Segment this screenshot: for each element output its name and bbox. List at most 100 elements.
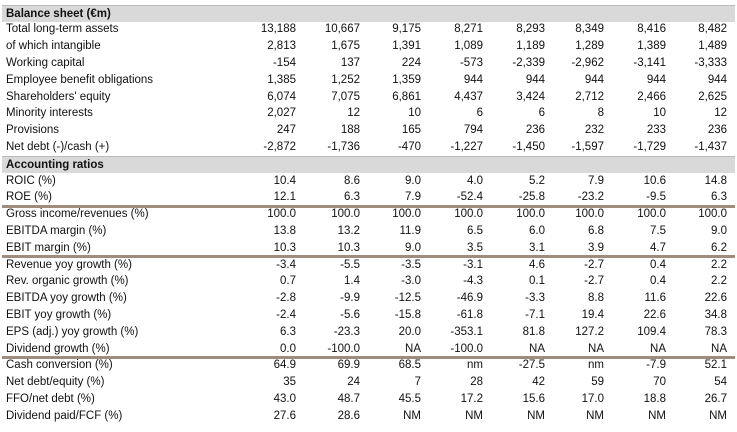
cell-value: NA [588, 342, 604, 355]
cell-value: 1,252 [331, 73, 360, 86]
table-row: Cash conversion (%) 64.9 69.9 68.5 nm -27.5 nm… [2, 357, 735, 374]
cell-value: 2,625 [698, 90, 727, 103]
cell-value: 165 [401, 124, 421, 137]
cell-value: -52.4 [456, 191, 483, 204]
cell-value: -1,736 [327, 140, 360, 153]
cell-value: -3.3 [525, 292, 545, 305]
cell-value: 944 [646, 73, 666, 86]
cell-value: 236 [525, 124, 545, 137]
cell-value: 68.5 [398, 359, 421, 372]
cell-value: 794 [463, 124, 483, 137]
cell-value: 11.6 [644, 292, 666, 305]
cell-value: -100.0 [327, 342, 360, 355]
cell-value: -2.7 [584, 275, 604, 288]
cell-value: 100.0 [331, 208, 360, 221]
cell-value: 59 [591, 376, 604, 389]
cell-value: 20.0 [398, 325, 421, 338]
cell-value: -12.5 [394, 292, 421, 305]
cell-value: 9,175 [392, 23, 421, 36]
cell-value: 12 [347, 107, 360, 120]
cell-value: NA [711, 342, 727, 355]
cell-value: 6.0 [529, 224, 545, 237]
table-row: EBITDA yoy growth (%) -2.8 -9.9 -12.5 -46.9 -… [2, 290, 735, 307]
cell-value: -7.1 [525, 308, 545, 321]
cell-value: nm [467, 359, 483, 372]
cell-value: 1,289 [575, 40, 604, 53]
cell-value: 8,349 [575, 23, 604, 36]
cell-value: NM [709, 409, 727, 422]
cell-value: 52.1 [704, 359, 727, 372]
cell-value: 6.3 [344, 191, 360, 204]
cell-value: 4.0 [467, 174, 483, 187]
row-label: Net debt/equity (%) [6, 376, 105, 389]
cell-value: 8,293 [516, 23, 545, 36]
cell-value: 6 [476, 107, 483, 120]
cell-value: 12 [714, 107, 727, 120]
row-label: EBIT margin (%) [6, 241, 91, 254]
cell-value: 1,489 [698, 40, 727, 53]
group-separator [2, 255, 735, 258]
row-label: Rev. organic growth (%) [6, 275, 129, 288]
cell-value: -3.5 [401, 258, 421, 271]
cell-value: -5.6 [340, 308, 360, 321]
cell-value: 232 [584, 124, 604, 137]
cell-value: 100.0 [454, 208, 483, 221]
cell-value: 247 [276, 124, 296, 137]
cell-value: nm [588, 359, 604, 372]
cell-value: -7.9 [646, 359, 666, 372]
section-header: Accounting ratios [2, 155, 735, 173]
cell-value: 233 [646, 124, 666, 137]
cell-value: 0.0 [280, 342, 296, 355]
cell-value: -2.8 [276, 292, 296, 305]
cell-value: 8,482 [698, 23, 727, 36]
cell-value: -3,141 [633, 56, 666, 69]
cell-value: 54 [714, 376, 727, 389]
table-row: FFO/net debt (%) 43.0 48.7 45.5 17.2 15.6 17.0… [2, 391, 735, 408]
cell-value: -5.5 [340, 258, 360, 271]
cell-value: 9.0 [405, 174, 421, 187]
table-row: EBIT margin (%) 10.3 10.3 9.0 3.5 3.1 3.9 4.7 6.… [2, 240, 735, 257]
cell-value: 10.3 [273, 241, 296, 254]
cell-value: NA [650, 342, 666, 355]
cell-value: 109.4 [637, 325, 666, 338]
cell-value: 3.5 [467, 241, 483, 254]
row-label: FFO/net debt (%) [6, 392, 95, 405]
cell-value: 1,359 [392, 73, 421, 86]
row-label: Revenue yoy growth (%) [6, 258, 132, 271]
cell-value: 100.0 [392, 208, 421, 221]
group-separator [2, 355, 735, 359]
cell-value: 42 [532, 376, 545, 389]
cell-value: -573 [459, 56, 483, 69]
cell-value: 27.6 [273, 409, 296, 422]
cell-value: 8.8 [588, 292, 604, 305]
cell-value: -27.5 [518, 359, 545, 372]
section-header: Balance sheet (€m) [2, 4, 735, 22]
cell-value: 0.4 [650, 258, 666, 271]
cell-value: 7.9 [588, 174, 604, 187]
cell-value: 6.3 [711, 191, 727, 204]
cell-value: NM [527, 409, 545, 422]
table-row: Provisions 247 188 165 794 236 232 233 236 [2, 122, 735, 139]
cell-value: 137 [340, 56, 360, 69]
cell-value: 5.2 [529, 174, 545, 187]
cell-value: NA [529, 342, 545, 355]
cell-value: 2.2 [711, 258, 727, 271]
table-row: Working capital -154 137 224 -573 -2,339 -2,96… [2, 55, 735, 72]
cell-value: 6.2 [711, 241, 727, 254]
cell-value: -470 [397, 140, 421, 153]
cell-value: 100.0 [267, 208, 296, 221]
cell-value: -61.8 [456, 308, 483, 321]
row-label: Cash conversion (%) [6, 359, 113, 372]
cell-value: 3,424 [516, 90, 545, 103]
cell-value: 81.8 [522, 325, 545, 338]
cell-value: 127.2 [575, 325, 604, 338]
cell-value: 70 [653, 376, 666, 389]
cell-value: 13,188 [260, 23, 296, 36]
cell-value: -2,872 [263, 140, 296, 153]
row-label: Total long-term assets [6, 23, 119, 36]
cell-value: 7 [414, 376, 421, 389]
table-row: ROE (%) 12.1 6.3 7.9 -52.4 -25.8 -23.2 -9.5 6.3 [2, 189, 735, 206]
cell-value: 2.2 [711, 275, 727, 288]
cell-value: 13.2 [337, 224, 360, 237]
